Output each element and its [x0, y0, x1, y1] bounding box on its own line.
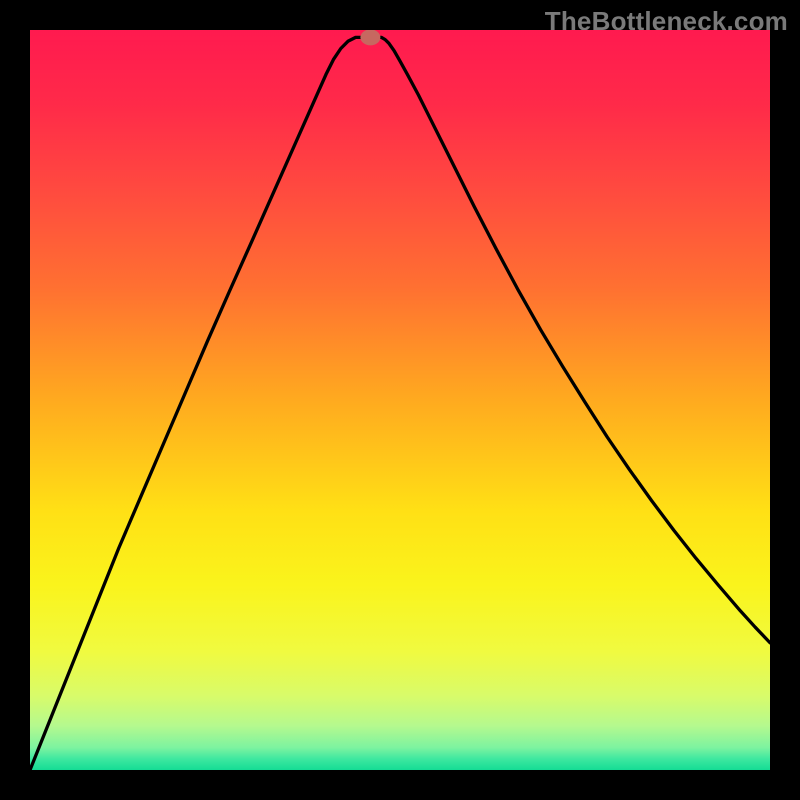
plot-area	[30, 30, 770, 770]
chart-outer-frame: TheBottleneck.com	[0, 0, 800, 800]
minimum-marker	[360, 30, 380, 45]
gradient-background-rect	[30, 30, 770, 770]
chart-svg	[30, 30, 770, 770]
